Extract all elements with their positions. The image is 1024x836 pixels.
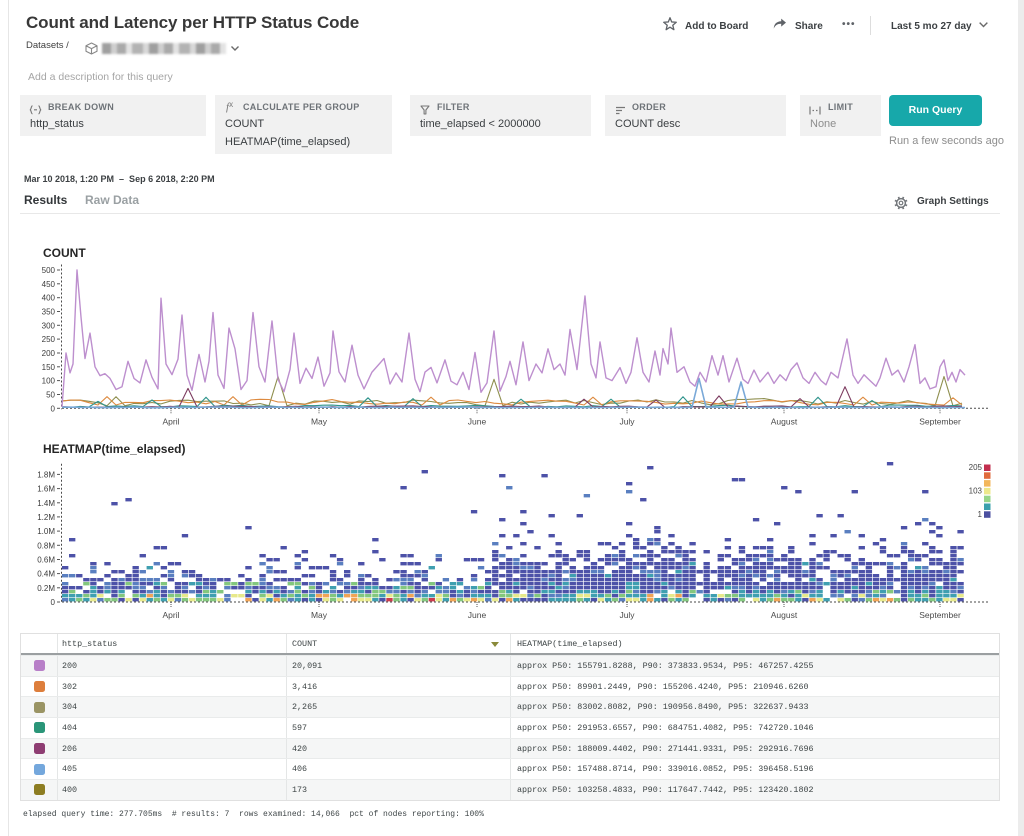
svg-text:1.2M: 1.2M bbox=[37, 513, 55, 522]
svg-text:100: 100 bbox=[42, 377, 56, 386]
svg-text:0.4M: 0.4M bbox=[37, 570, 55, 579]
svg-text:50: 50 bbox=[46, 391, 55, 400]
svg-text:205: 205 bbox=[969, 463, 983, 472]
svg-text:300: 300 bbox=[42, 321, 56, 330]
svg-text:April: April bbox=[162, 610, 179, 620]
svg-text:July: July bbox=[619, 610, 635, 620]
svg-text:June: June bbox=[468, 610, 487, 620]
svg-text:1.4M: 1.4M bbox=[37, 499, 55, 508]
svg-text:September: September bbox=[919, 610, 961, 620]
svg-text:1: 1 bbox=[978, 510, 983, 519]
svg-text:1.6M: 1.6M bbox=[37, 485, 55, 494]
svg-text:0: 0 bbox=[51, 598, 56, 607]
svg-text:June: June bbox=[468, 416, 487, 426]
svg-text:0.6M: 0.6M bbox=[37, 556, 55, 565]
svg-text:August: August bbox=[771, 610, 798, 620]
svg-text:450: 450 bbox=[42, 280, 56, 289]
svg-text:September: September bbox=[919, 416, 961, 426]
svg-text:0.2M: 0.2M bbox=[37, 584, 55, 593]
svg-text:250: 250 bbox=[42, 335, 56, 344]
svg-text:0.8M: 0.8M bbox=[37, 541, 55, 550]
svg-text:1.8M: 1.8M bbox=[37, 470, 55, 479]
svg-text:July: July bbox=[619, 416, 635, 426]
svg-text:August: August bbox=[771, 416, 798, 426]
svg-text:400: 400 bbox=[42, 294, 56, 303]
svg-text:May: May bbox=[311, 610, 328, 620]
svg-text:May: May bbox=[311, 416, 328, 426]
svg-text:350: 350 bbox=[42, 308, 56, 317]
svg-text:April: April bbox=[162, 416, 179, 426]
svg-text:200: 200 bbox=[42, 349, 56, 358]
svg-text:500: 500 bbox=[42, 266, 56, 275]
svg-text:1.0M: 1.0M bbox=[37, 527, 55, 536]
svg-text:0: 0 bbox=[51, 404, 56, 413]
svg-text:103: 103 bbox=[969, 486, 983, 495]
svg-text:150: 150 bbox=[42, 363, 56, 372]
